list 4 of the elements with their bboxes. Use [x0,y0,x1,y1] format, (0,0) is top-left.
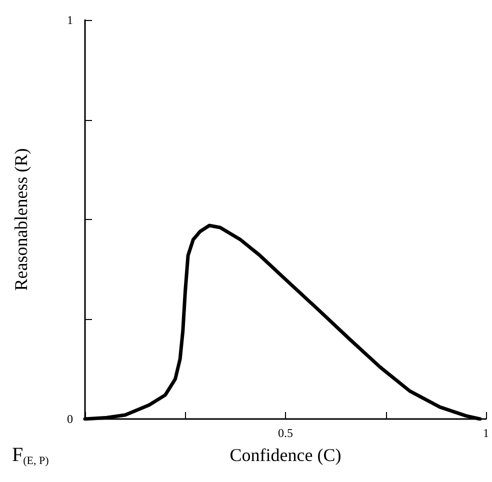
y-tick-label: 0 [67,412,73,426]
x-axis-title: Confidence (C) [230,445,342,465]
y-axis-title: Reasonableness (R) [11,148,31,291]
x-tick-label: 0.5 [278,426,293,440]
